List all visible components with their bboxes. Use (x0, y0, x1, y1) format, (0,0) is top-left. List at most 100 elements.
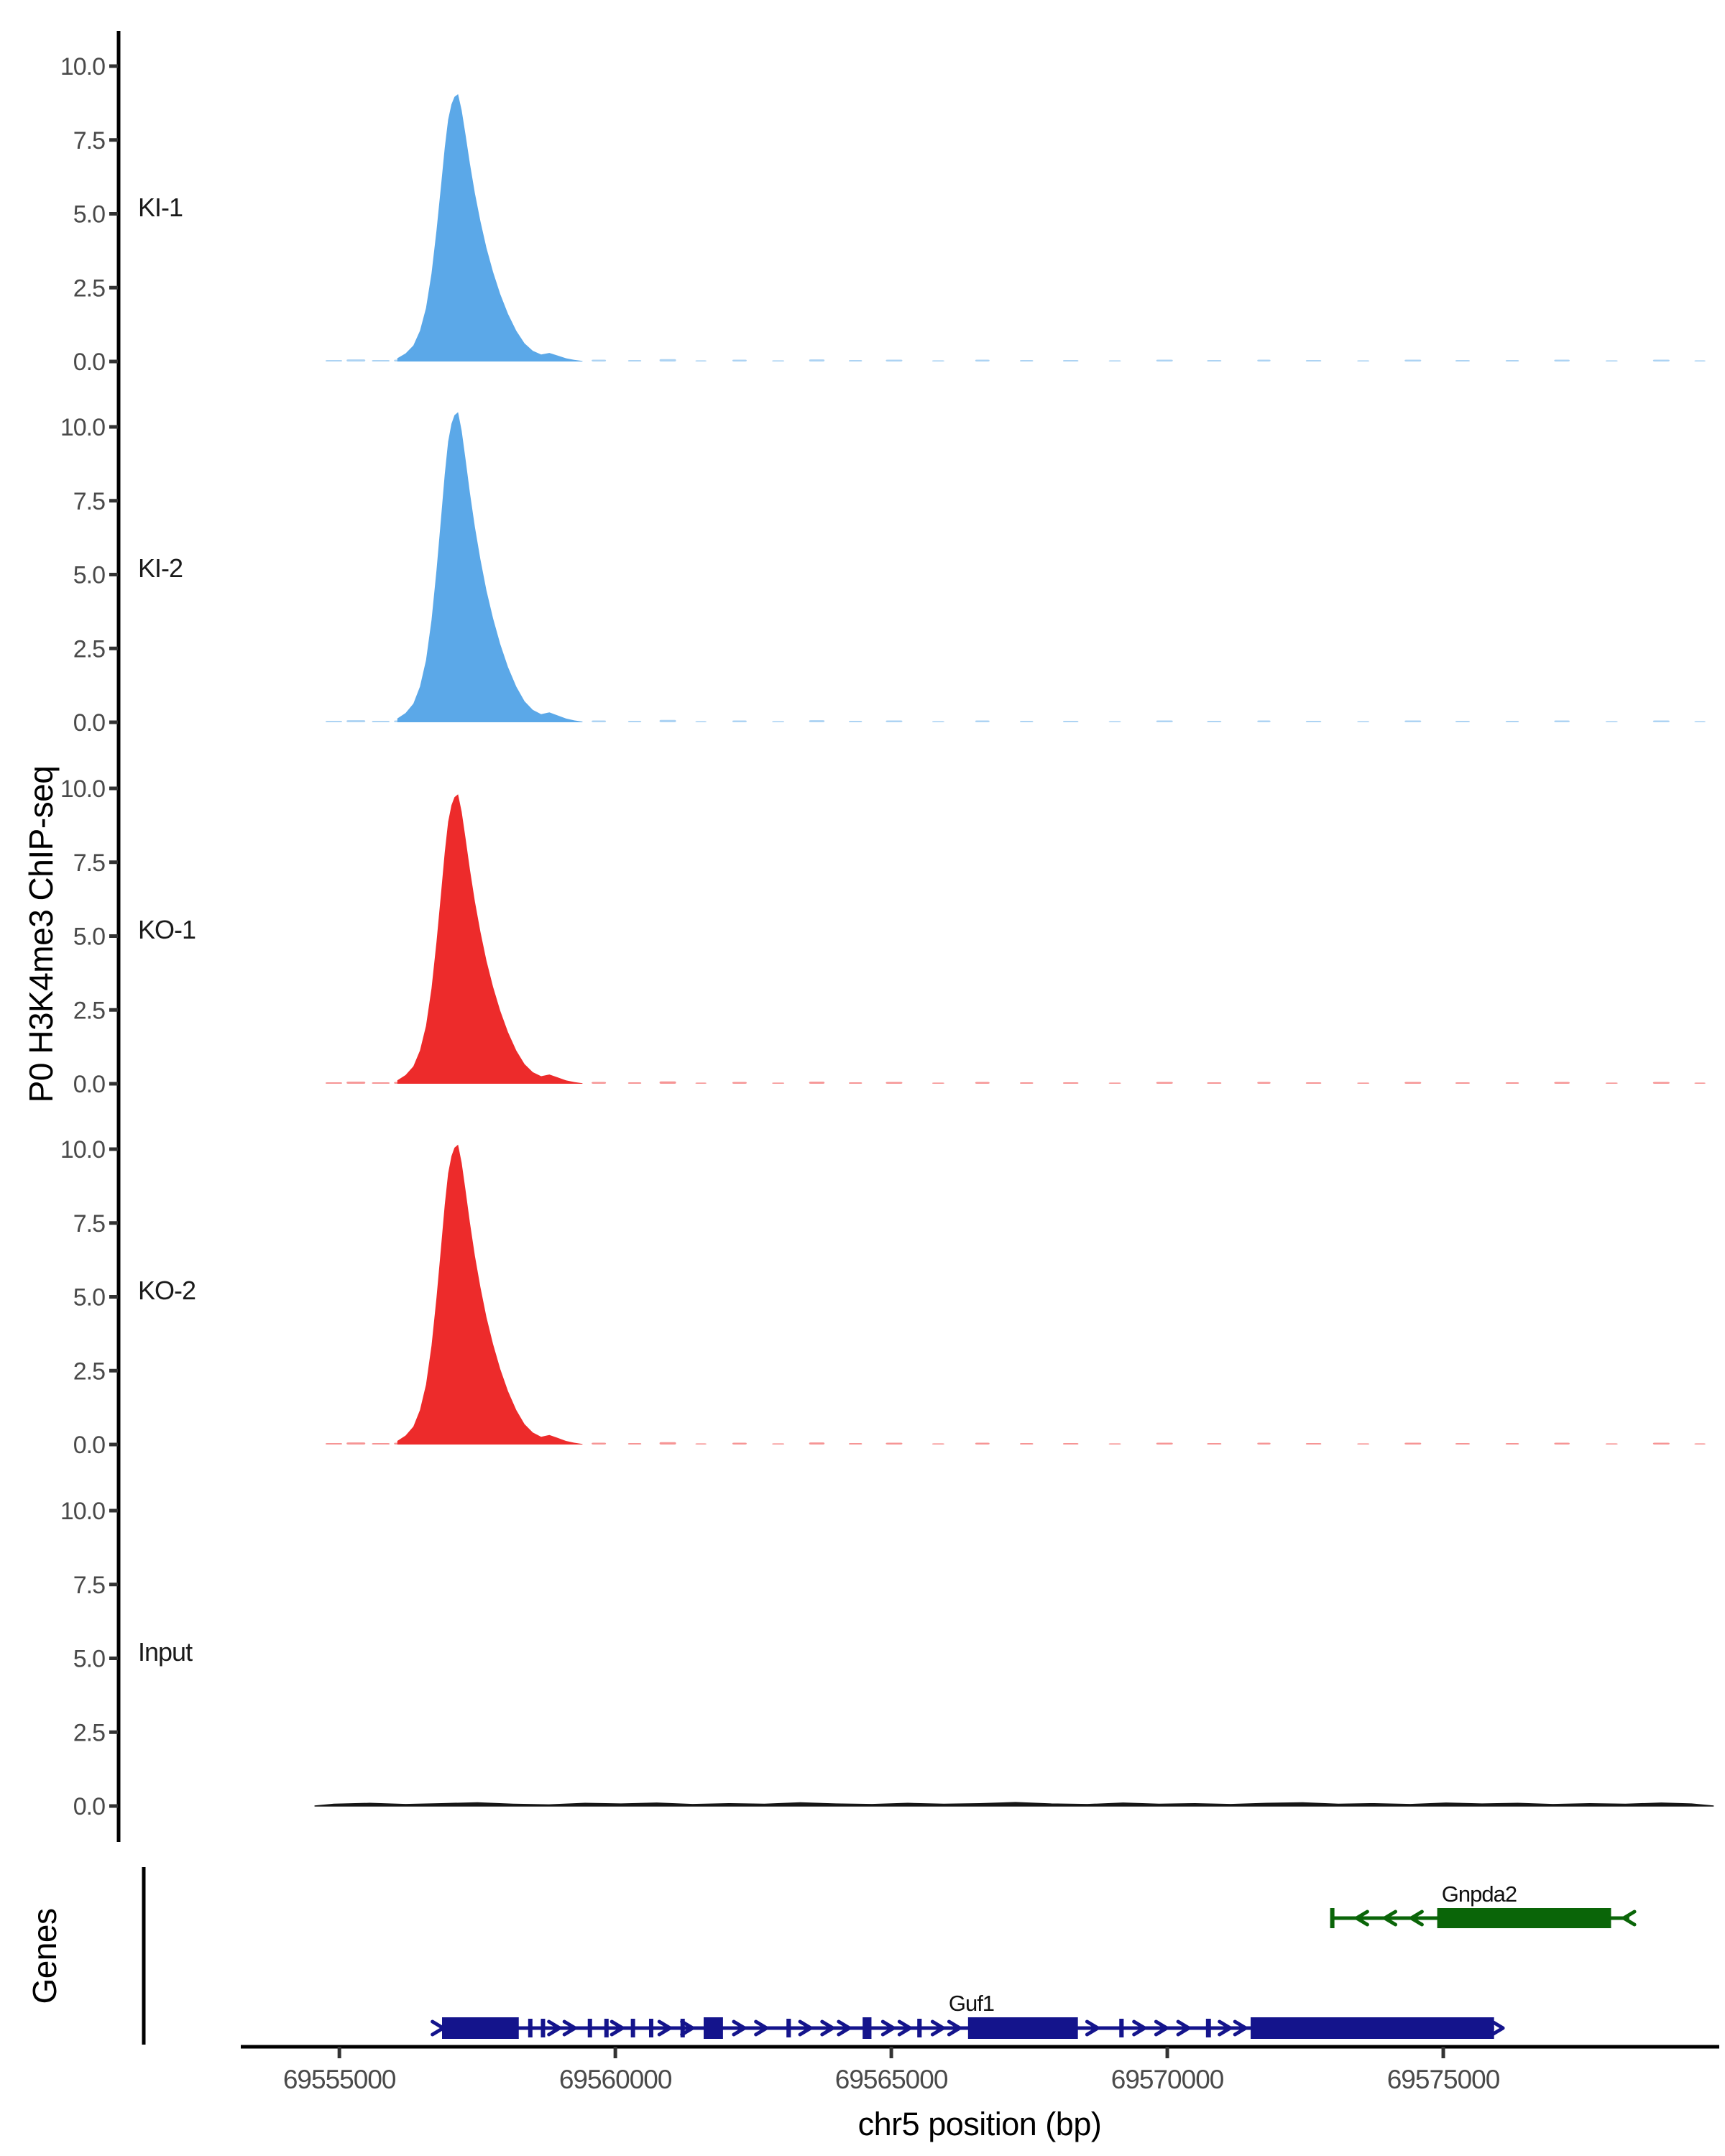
signal-noise-blob (394, 1082, 409, 1084)
signal-noise-blob (1108, 721, 1121, 722)
signal-noise-blob (1554, 359, 1570, 361)
y-tick-label: 2.5 (73, 1358, 105, 1385)
x-tick-label: 69555000 (283, 2065, 396, 2094)
track-label: KI-2 (138, 553, 183, 583)
signal-noise-blob (772, 1443, 785, 1445)
y-tick-label: 5.0 (73, 201, 105, 229)
y-tick-label: 7.5 (73, 127, 105, 155)
strand-arrow (754, 2019, 769, 2037)
strand-arrow (562, 2019, 577, 2037)
signal-noise-blob (1694, 721, 1706, 722)
signal-noise-blob (346, 359, 366, 361)
signal-noise-blob (1455, 720, 1470, 722)
signal-noise-blob (932, 721, 944, 722)
signal-noise-blob (372, 1442, 390, 1445)
y-tick-label: 5.0 (73, 923, 105, 951)
gene-exon (587, 2019, 592, 2037)
signal-noise-blob (1505, 359, 1519, 361)
gene-exon (1437, 1908, 1611, 1928)
signal-noise-blob (556, 720, 569, 722)
signal-noise-blob (975, 1082, 990, 1084)
y-tick-label: 5.0 (73, 1646, 105, 1673)
signal-noise-blob (592, 1082, 607, 1084)
signal-noise-blob (809, 1442, 825, 1445)
strand-arrow (1218, 2019, 1233, 2037)
x-axis-title: chr5 position (bp) (857, 2106, 1102, 2142)
y-tick-label: 2.5 (73, 635, 105, 663)
signal-noise-blob (372, 720, 390, 722)
signal-noise-blob (809, 359, 825, 361)
y-tick-label: 5.0 (73, 1284, 105, 1312)
strand-arrow (897, 2019, 912, 2037)
signal-noise-blob (732, 1082, 747, 1084)
signal-noise-blob (1357, 721, 1370, 722)
gene-exon (704, 2017, 723, 2039)
signal-noise-blob (1207, 359, 1222, 361)
signal-noise-blob (695, 360, 707, 361)
signal-noise-blob (732, 720, 747, 722)
x-tick-label: 69560000 (559, 2065, 672, 2094)
signal-noise-blob (848, 720, 862, 722)
signal-noise-blob (627, 720, 642, 722)
y-tick-label: 10.0 (60, 53, 105, 80)
signal-noise-blob (1554, 1082, 1570, 1084)
signal-noise-blob (1207, 720, 1222, 722)
signal-noise-blob (1020, 720, 1034, 722)
signal-noise-blob (886, 720, 903, 722)
signal-noise-blob (1505, 1082, 1519, 1084)
signal-noise-blob (325, 359, 343, 361)
signal-noise-blob (1605, 1082, 1618, 1084)
strand-arrow (1383, 1909, 1398, 1927)
signal-noise-blob (1062, 720, 1079, 722)
signal-noise-blob (695, 721, 707, 722)
strand-arrow (1085, 2019, 1100, 2037)
gene-exon (917, 2019, 922, 2037)
y-tick-label: 0.0 (73, 1071, 105, 1098)
signal-noise-blob (1605, 360, 1618, 361)
signal-noise-blob (1652, 1082, 1670, 1084)
signal-noise-blob (592, 1442, 607, 1445)
signal-noise-blob (372, 1082, 390, 1084)
y-tick-label: 2.5 (73, 1719, 105, 1746)
signal-noise-blob (772, 1082, 785, 1084)
signal-noise-blob (394, 720, 409, 722)
signal-noise-blob (1156, 359, 1173, 361)
signal-noise-blob (848, 1082, 862, 1084)
gene-exon (680, 2019, 685, 2037)
signal-noise-blob (1605, 721, 1618, 722)
track-panel-KO-1: 10.0 7.5 5.0 2.5 0.0 KO-1 (60, 753, 1706, 1120)
signal-noise-blob (659, 1081, 676, 1084)
signal-noise-blob (932, 1443, 944, 1445)
gene-exon (1330, 1908, 1335, 1928)
strand-arrow (947, 2019, 962, 2037)
signal-noise-blob (1505, 720, 1519, 722)
signal-noise-blob (1062, 1442, 1079, 1445)
signal-noise-blob (346, 720, 366, 722)
signal-noise-blob (1062, 1082, 1079, 1084)
track-panel-KI-1: 10.0 7.5 5.0 2.5 0.0 KI-1 (60, 31, 1706, 397)
signal-noise-blob (1554, 720, 1570, 722)
signal-noise-blob (1404, 720, 1422, 722)
gene-name-label: Gnpda2 (1442, 1881, 1517, 1907)
signal-noise-blob (1455, 1442, 1470, 1445)
signal-noise-blob (1257, 359, 1271, 361)
signal-noise-blob (695, 1082, 707, 1084)
signal-noise-blob (1062, 359, 1079, 361)
gene-exon (630, 2019, 635, 2037)
genes-panel-label: Genes (26, 1908, 63, 2004)
signal-noise-blob (1404, 359, 1422, 361)
track-panel-Input: 10.0 7.5 5.0 2.5 0.0 Input (60, 1475, 1714, 1842)
gene-model-Guf1: Guf1 (431, 1991, 1505, 2039)
signal-noise-blob (1257, 720, 1271, 722)
signal-noise-blob (1505, 1442, 1519, 1445)
signal-noise-blob (659, 359, 676, 361)
strand-arrow (431, 2019, 446, 2037)
signal-noise-blob (1156, 1442, 1173, 1445)
strand-arrow (1132, 2019, 1147, 2037)
signal-noise-blob (627, 359, 642, 361)
y-tick-label: 2.5 (73, 997, 105, 1024)
signal-noise-blob (627, 1442, 642, 1445)
signal-noise-blob (325, 1082, 343, 1084)
